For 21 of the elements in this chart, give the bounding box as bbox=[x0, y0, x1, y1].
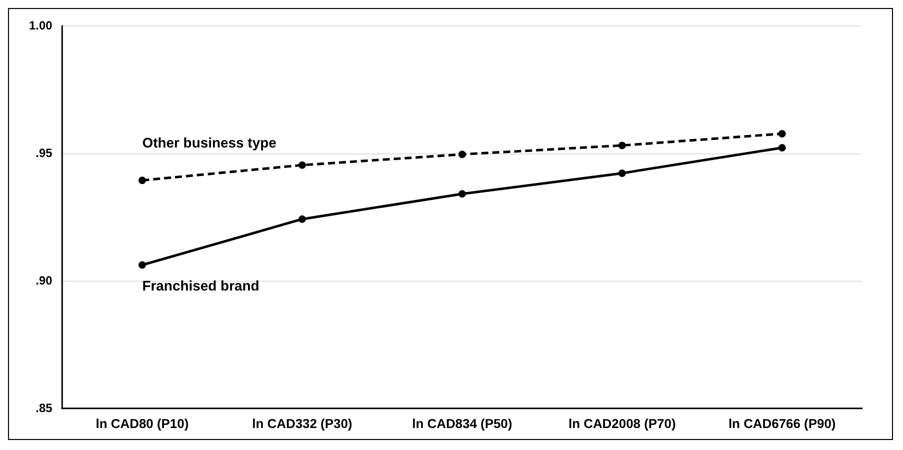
point bbox=[458, 150, 466, 158]
point bbox=[298, 215, 306, 223]
y-tick-label: .90 bbox=[36, 273, 53, 288]
x-tick-label: ln CAD834 (P50) bbox=[412, 416, 512, 431]
point bbox=[138, 261, 146, 269]
x-tick-label: ln CAD6766 (P90) bbox=[728, 416, 836, 431]
point bbox=[298, 161, 306, 169]
x-tick-label: ln CAD2008 (P70) bbox=[568, 416, 676, 431]
point bbox=[618, 142, 626, 150]
y-tick-label: 1.00 bbox=[28, 18, 53, 32]
y-tick-label: .85 bbox=[36, 400, 53, 415]
point bbox=[138, 176, 146, 184]
point bbox=[778, 144, 786, 152]
x-tick-label: ln CAD332 (P30) bbox=[252, 416, 352, 431]
series-label: Other business type bbox=[142, 134, 277, 150]
point bbox=[778, 130, 786, 138]
point bbox=[618, 169, 626, 177]
point bbox=[458, 190, 466, 198]
x-tick-label: ln CAD80 (P10) bbox=[96, 416, 189, 431]
series-label: Franchised brand bbox=[142, 278, 260, 294]
y-tick-label: .95 bbox=[36, 146, 53, 160]
